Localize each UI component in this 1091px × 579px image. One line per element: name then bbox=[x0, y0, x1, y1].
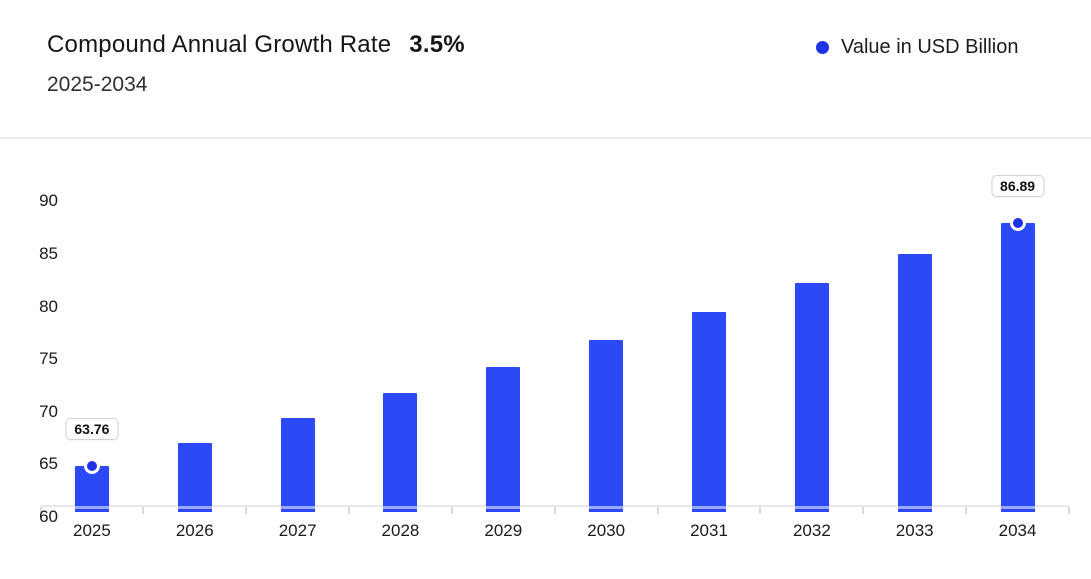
legend-label: Value in USD Billion bbox=[841, 36, 1019, 58]
x-axis-tick bbox=[965, 506, 968, 514]
bar-baseline-stripe bbox=[692, 505, 727, 509]
bar-baseline-stripe bbox=[589, 505, 624, 509]
x-axis-tick bbox=[142, 506, 145, 514]
legend-item[interactable]: Value in USD Billion bbox=[816, 36, 1019, 59]
bar-2033[interactable] bbox=[897, 253, 932, 513]
cagr-value: 3.5% bbox=[409, 31, 465, 58]
x-axis-label-2026: 2026 bbox=[175, 521, 214, 540]
x-axis-label-2030: 2030 bbox=[587, 521, 626, 540]
x-axis-tick bbox=[450, 506, 453, 514]
chart-title: Compound Annual Growth Rate bbox=[47, 31, 392, 58]
x-axis-tick bbox=[39, 506, 42, 514]
bar-2031[interactable] bbox=[692, 312, 727, 513]
x-axis-label-2032: 2032 bbox=[792, 521, 831, 540]
bar-baseline-stripe bbox=[280, 505, 315, 509]
y-axis-tick-label: 70 bbox=[39, 401, 58, 421]
x-axis-label-2029: 2029 bbox=[484, 521, 523, 540]
value-label-2025: 63.76 bbox=[65, 417, 119, 440]
x-axis-label-2028: 2028 bbox=[381, 521, 420, 540]
y-axis-tick-label: 75 bbox=[39, 349, 58, 369]
x-axis-tick bbox=[245, 506, 248, 514]
bar-2028[interactable] bbox=[383, 393, 418, 513]
bar-2029[interactable] bbox=[486, 366, 521, 513]
bar-baseline-stripe bbox=[177, 505, 212, 509]
x-axis-label-2031: 2031 bbox=[690, 521, 728, 540]
x-axis-line bbox=[40, 504, 1069, 507]
chart-subtitle: 2025-2034 bbox=[47, 73, 148, 96]
bar-2027[interactable] bbox=[280, 418, 315, 513]
y-axis-tick-label: 90 bbox=[39, 191, 58, 211]
value-label-2034: 86.89 bbox=[991, 174, 1045, 197]
bar-2030[interactable] bbox=[589, 340, 624, 513]
bar-2034[interactable] bbox=[1000, 222, 1035, 513]
x-axis-label-2034: 2034 bbox=[998, 521, 1037, 540]
y-axis-tick-label: 80 bbox=[39, 296, 58, 316]
bar-2032[interactable] bbox=[794, 283, 829, 513]
header-title-row: Compound Annual Growth Rate 3.5% bbox=[47, 31, 465, 59]
bar-baseline-stripe bbox=[1000, 505, 1035, 509]
header-divider bbox=[0, 137, 1091, 139]
x-axis-tick bbox=[553, 506, 556, 514]
bar-baseline-stripe bbox=[794, 505, 829, 509]
x-axis-tick bbox=[348, 506, 351, 514]
x-axis-tick bbox=[1068, 506, 1070, 514]
x-axis-tick bbox=[759, 506, 762, 514]
bar-baseline-stripe bbox=[383, 505, 418, 509]
x-axis-tick bbox=[862, 506, 865, 514]
y-axis-tick-label: 65 bbox=[39, 454, 58, 474]
bar-baseline-stripe bbox=[74, 505, 109, 509]
legend-marker-icon bbox=[816, 41, 829, 54]
x-axis-tick bbox=[656, 506, 659, 514]
bar-baseline-stripe bbox=[486, 505, 521, 509]
x-axis-label-2027: 2027 bbox=[278, 521, 317, 540]
point-marker-2025[interactable] bbox=[83, 457, 100, 474]
x-axis-label-2033: 2033 bbox=[895, 521, 934, 540]
bar-2026[interactable] bbox=[177, 442, 212, 513]
y-axis-tick-label: 85 bbox=[39, 244, 58, 264]
y-axis-tick-label: 60 bbox=[39, 507, 58, 526]
point-marker-2034[interactable] bbox=[1009, 214, 1026, 231]
x-axis-label-2025: 2025 bbox=[73, 521, 111, 540]
bar-baseline-stripe bbox=[897, 505, 932, 509]
